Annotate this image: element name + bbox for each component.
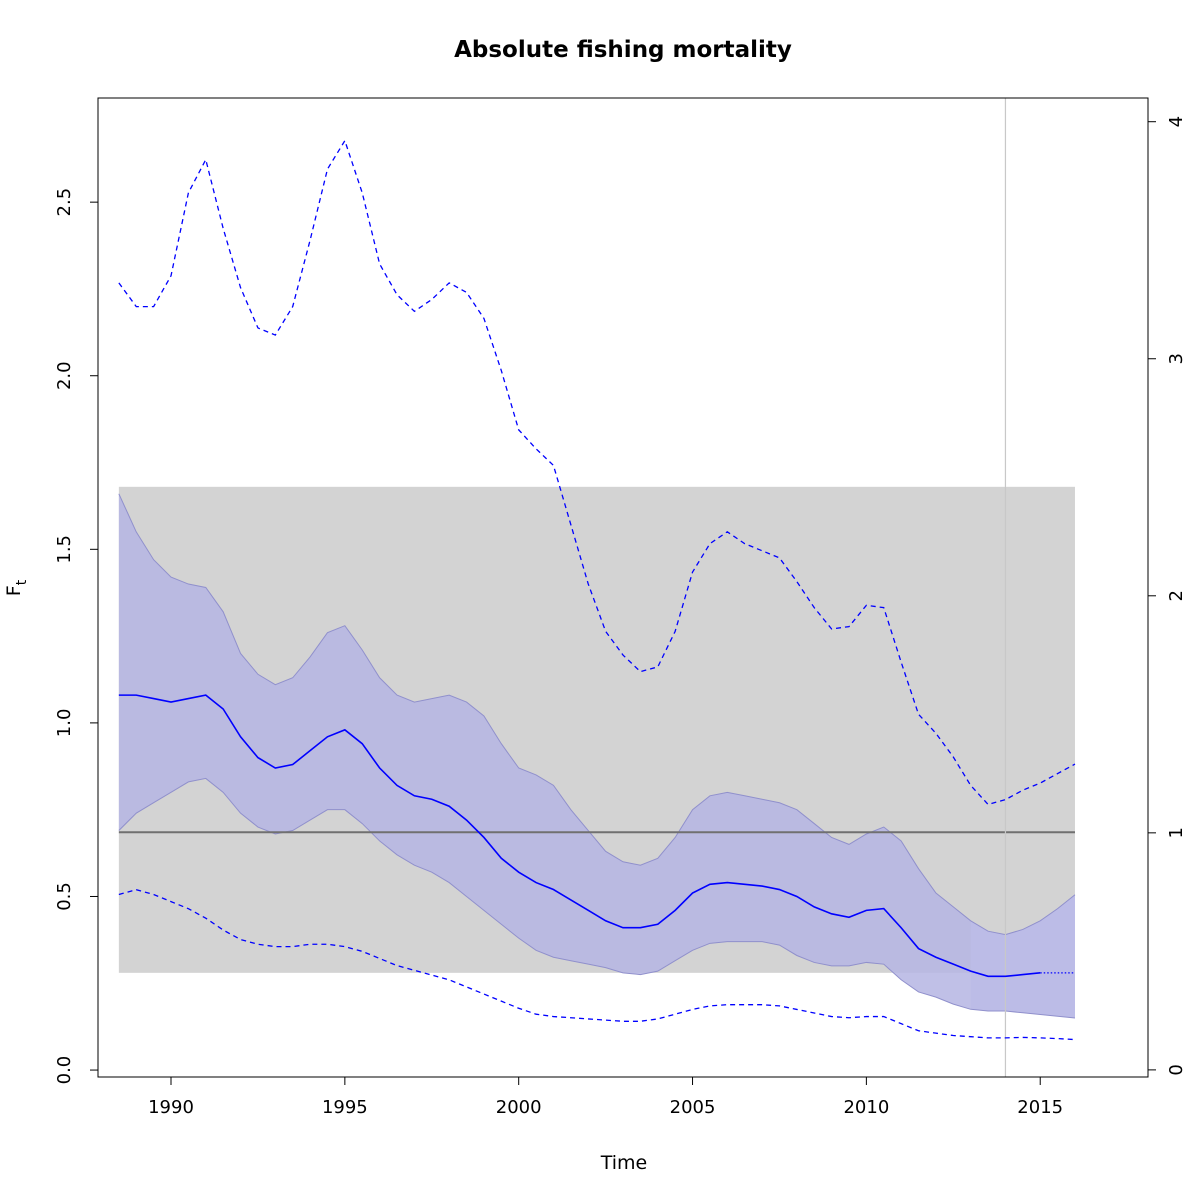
x-axis-label: Time [600,1152,648,1174]
chart-title: Absolute fishing mortality [454,37,792,63]
y-tick-label: 1.5 [54,535,75,564]
ci-upper-edge [118,493,1076,936]
y-tick-label: 2.0 [54,361,75,390]
x-tick-label: 2010 [843,1097,889,1118]
y-right-tick-label: 0 [1166,1064,1187,1075]
y-axis-label-main: F [3,585,25,596]
y-right-tick-label: 1 [1166,827,1187,838]
lower-dashed-line [118,889,1076,1041]
x-tick-label: 2000 [496,1097,542,1118]
upper-dashed-line [118,139,1076,806]
plot-area [118,98,1076,1077]
y-axis-label-group: Ft [3,579,30,596]
ci-band [118,493,1075,1018]
x-tick-label: 2005 [670,1097,716,1118]
axes: 1990 1995 2000 2005 2010 2015 0.0 0.5 1.0 1.5 2.0 2… [54,116,1187,1118]
y-tick-label: 2.5 [54,188,75,217]
x-tick-label: 2015 [1017,1097,1063,1118]
y-right-tick-label: 2 [1166,590,1187,601]
ci-lower-edge [118,777,1076,1019]
y-axis-label: Ft [3,579,30,596]
x-tick-label: 1990 [148,1097,194,1118]
y-axis-label-subscript: t [14,579,30,585]
y-tick-label: 0.0 [54,1056,75,1085]
y-right-tick-label: 4 [1166,116,1187,127]
y-tick-label: 1.0 [54,709,75,738]
y-tick-label: 0.5 [54,882,75,911]
x-tick-label: 1995 [322,1097,368,1118]
y-right-tick-label: 3 [1166,353,1187,364]
f-line [118,694,1041,978]
